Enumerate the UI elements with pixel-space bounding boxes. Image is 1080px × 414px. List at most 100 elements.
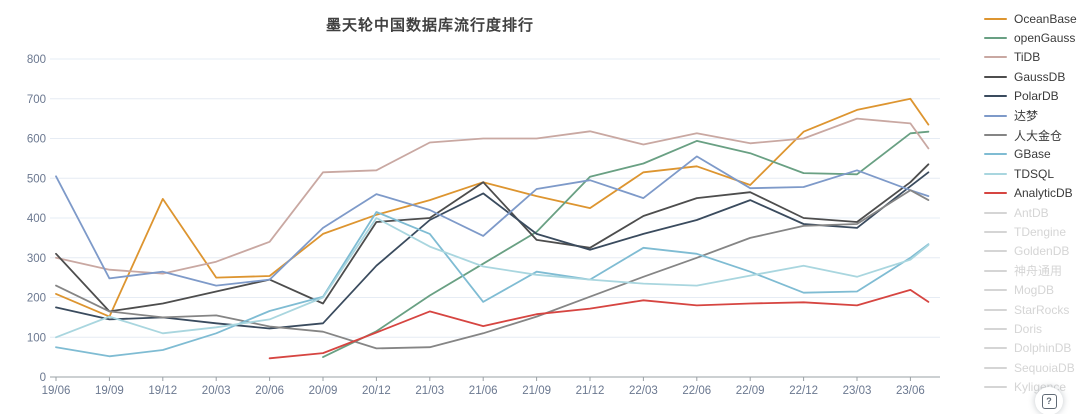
x-axis-label: 21/09 [522,385,551,397]
legend-swatch-icon [984,386,1007,389]
legend-swatch-icon [984,17,1007,20]
legend-item-PolarDB[interactable]: PolarDB [984,87,1080,106]
y-axis-label: 700 [27,94,46,106]
x-axis-label: 20/06 [255,385,284,397]
series-line-TDSQL[interactable] [55,217,930,339]
legend-label: OceanBase [1014,11,1077,26]
x-axis-label: 23/03 [843,385,872,397]
x-axis-label: 19/06 [42,385,71,397]
series-line-AnalyticDB[interactable] [268,288,930,360]
series-line-TiDB[interactable] [55,117,930,275]
legend-label: TDSQL [1014,166,1055,181]
series-line-人大金仓[interactable] [55,189,930,350]
legend-swatch-icon [984,289,1007,292]
legend-swatch-icon [984,114,1007,117]
legend-item-神舟通用[interactable]: 神舟通用 [984,261,1080,280]
legend-label: GoldenDB [1014,244,1070,259]
legend-label: 达梦 [1014,109,1039,124]
legend-label: AnalyticDB [1014,186,1073,201]
legend-label: PolarDB [1014,89,1059,104]
legend-item-StarRocks[interactable]: StarRocks [984,300,1080,319]
legend-swatch-icon [984,269,1007,272]
legend-item-SequoiaDB[interactable]: SequoiaDB [984,358,1080,377]
series-line-openGauss[interactable] [322,130,930,359]
legend-item-GBase[interactable]: GBase [984,145,1080,164]
legend-label: 人大金仓 [1014,128,1063,143]
legend-item-DolphinDB[interactable]: DolphinDB [984,339,1080,358]
y-axis-label: 600 [27,134,46,146]
legend-item-Kyligence[interactable]: Kyligence [984,377,1080,396]
legend-swatch-icon [984,366,1007,369]
legend-label: Doris [1014,321,1043,336]
legend-swatch-icon [984,250,1007,253]
y-axis-label: 0 [40,372,46,384]
legend-item-TDengine[interactable]: TDengine [984,222,1080,241]
x-axis-label: 21/12 [576,385,605,397]
x-axis-label: 20/12 [362,385,391,397]
legend-item-OceanBase[interactable]: OceanBase [984,9,1080,28]
series-line-GaussDB[interactable] [55,163,930,313]
legend-label: AntDB [1014,205,1049,220]
legend-swatch-icon [984,230,1007,233]
x-axis-label: 21/03 [415,385,444,397]
legend-item-人大金仓[interactable]: 人大金仓 [984,125,1080,144]
question-mark-icon: ? [1041,393,1057,409]
legend-swatch-icon [984,308,1007,311]
series-line-PolarDB[interactable] [55,171,930,330]
y-axis-label: 500 [27,173,46,185]
x-axis-label: 23/06 [896,385,925,397]
legend-item-openGauss[interactable]: openGauss [984,28,1080,47]
x-axis-label: 22/03 [629,385,658,397]
x-axis-label: 22/12 [789,385,818,397]
y-axis-label: 100 [27,332,46,344]
y-axis-label: 300 [27,253,46,265]
legend-item-TiDB[interactable]: TiDB [984,48,1080,67]
y-axis-label: 400 [27,213,46,225]
series-line-达梦[interactable] [55,155,930,287]
x-axis-label: 19/09 [95,385,124,397]
legend-item-TDSQL[interactable]: TDSQL [984,164,1080,183]
legend-item-AnalyticDB[interactable]: AnalyticDB [984,184,1080,203]
legend-swatch-icon [984,327,1007,330]
legend-label: GaussDB [1014,69,1066,84]
legend-item-AntDB[interactable]: AntDB [984,203,1080,222]
legend-swatch-icon [984,347,1007,350]
x-axis-label: 22/06 [682,385,711,397]
legend-item-GoldenDB[interactable]: GoldenDB [984,242,1080,261]
legend-swatch-icon [984,95,1007,98]
legend-item-Doris[interactable]: Doris [984,319,1080,338]
chart-title: 墨天轮中国数据库流行度排行 [325,17,534,34]
legend: OceanBase openGauss TiDB GaussDB PolarDB 达梦人大… [984,9,1080,397]
legend-swatch-icon [984,134,1007,137]
legend-swatch-icon [984,37,1007,40]
legend-label: MogDB [1014,283,1055,298]
series-line-OceanBase[interactable] [55,97,930,318]
legend-label: StarRocks [1014,302,1070,317]
legend-item-GaussDB[interactable]: GaussDB [984,67,1080,86]
series-line-GBase[interactable] [55,211,930,358]
legend-swatch-icon [984,192,1007,195]
legend-label: SequoiaDB [1014,360,1075,375]
x-axis-label: 22/09 [736,385,765,397]
help-button[interactable]: ? [1035,387,1063,414]
legend-item-达梦[interactable]: 达梦 [984,106,1080,125]
legend-label: TDengine [1014,224,1067,239]
x-axis-label: 19/12 [148,385,177,397]
legend-item-MogDB[interactable]: MogDB [984,280,1080,299]
legend-swatch-icon [984,75,1007,78]
legend-label: GBase [1014,147,1051,162]
legend-swatch-icon [984,211,1007,214]
legend-label: 神舟通用 [1014,264,1063,279]
legend-label: TiDB [1014,50,1041,65]
legend-swatch-icon [984,153,1007,156]
y-axis-label: 800 [27,54,46,66]
legend-label: openGauss [1014,31,1076,46]
x-axis-label: 20/09 [309,385,338,397]
legend-swatch-icon [984,172,1007,175]
legend-label: DolphinDB [1014,341,1072,356]
x-axis-label: 21/06 [469,385,498,397]
y-axis-label: 200 [27,293,46,305]
x-axis-label: 20/03 [202,385,231,397]
